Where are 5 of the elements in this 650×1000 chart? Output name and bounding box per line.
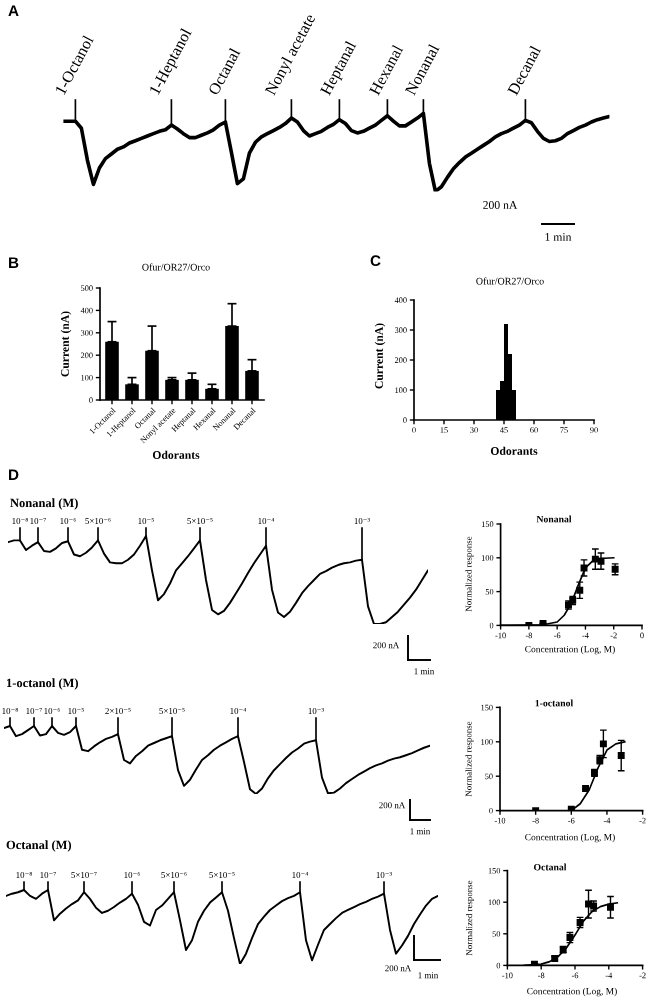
point [617, 752, 625, 760]
point [607, 903, 614, 911]
point [591, 555, 599, 563]
point [576, 586, 584, 594]
point [599, 740, 607, 748]
